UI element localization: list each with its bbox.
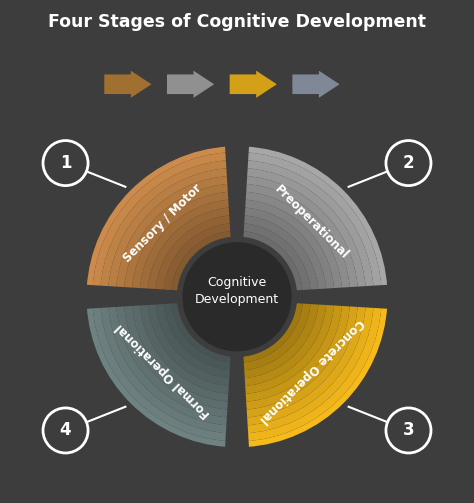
Wedge shape: [147, 302, 232, 386]
Wedge shape: [132, 192, 231, 291]
Wedge shape: [243, 302, 334, 394]
Wedge shape: [116, 176, 230, 290]
Wedge shape: [245, 304, 366, 426]
Wedge shape: [240, 300, 303, 363]
Wedge shape: [171, 300, 234, 363]
Wedge shape: [244, 303, 350, 410]
Wedge shape: [241, 301, 311, 371]
Circle shape: [386, 408, 431, 453]
Wedge shape: [244, 304, 358, 417]
Wedge shape: [85, 144, 228, 288]
Wedge shape: [163, 301, 233, 371]
Text: Preoperational: Preoperational: [272, 183, 350, 262]
FancyArrow shape: [167, 71, 214, 98]
Text: Cognitive
Development: Cognitive Development: [195, 276, 279, 306]
Wedge shape: [246, 152, 382, 288]
Wedge shape: [244, 184, 350, 290]
Text: 4: 4: [60, 422, 72, 440]
Wedge shape: [100, 305, 229, 434]
Text: Formal Operational: Formal Operational: [113, 321, 213, 421]
Text: 1: 1: [60, 154, 71, 172]
Wedge shape: [92, 305, 228, 441]
Wedge shape: [108, 304, 229, 426]
Wedge shape: [124, 303, 230, 410]
Wedge shape: [244, 176, 358, 290]
Wedge shape: [147, 207, 232, 292]
Wedge shape: [245, 160, 374, 289]
Text: Four Stages of Cognitive Development: Four Stages of Cognitive Development: [48, 13, 426, 31]
Wedge shape: [155, 215, 232, 292]
Wedge shape: [132, 303, 231, 402]
FancyArrow shape: [104, 71, 152, 98]
Wedge shape: [243, 192, 342, 291]
Wedge shape: [246, 306, 389, 449]
FancyArrow shape: [230, 71, 277, 98]
Wedge shape: [108, 168, 229, 289]
Wedge shape: [241, 223, 311, 293]
Wedge shape: [242, 207, 327, 292]
Wedge shape: [155, 301, 232, 378]
Wedge shape: [163, 223, 233, 293]
Circle shape: [180, 240, 294, 354]
Wedge shape: [246, 305, 382, 441]
Text: Sensory / Motor: Sensory / Motor: [121, 181, 205, 265]
Wedge shape: [116, 304, 230, 417]
Wedge shape: [85, 306, 228, 449]
Wedge shape: [100, 160, 229, 289]
Text: 3: 3: [402, 422, 414, 440]
FancyArrow shape: [292, 71, 339, 98]
Circle shape: [386, 140, 431, 186]
Wedge shape: [124, 184, 230, 290]
Wedge shape: [243, 303, 342, 402]
Wedge shape: [243, 200, 334, 291]
Circle shape: [43, 408, 88, 453]
Wedge shape: [242, 215, 319, 292]
Text: 2: 2: [402, 154, 414, 172]
Circle shape: [43, 140, 88, 186]
Wedge shape: [246, 144, 389, 288]
Wedge shape: [245, 168, 366, 289]
Text: Concrete Operational: Concrete Operational: [256, 316, 366, 426]
Wedge shape: [242, 301, 319, 378]
Wedge shape: [140, 200, 231, 291]
Wedge shape: [240, 231, 303, 293]
Wedge shape: [245, 305, 374, 434]
Wedge shape: [140, 302, 231, 394]
Wedge shape: [242, 302, 327, 386]
Wedge shape: [171, 231, 234, 293]
Wedge shape: [92, 152, 228, 288]
